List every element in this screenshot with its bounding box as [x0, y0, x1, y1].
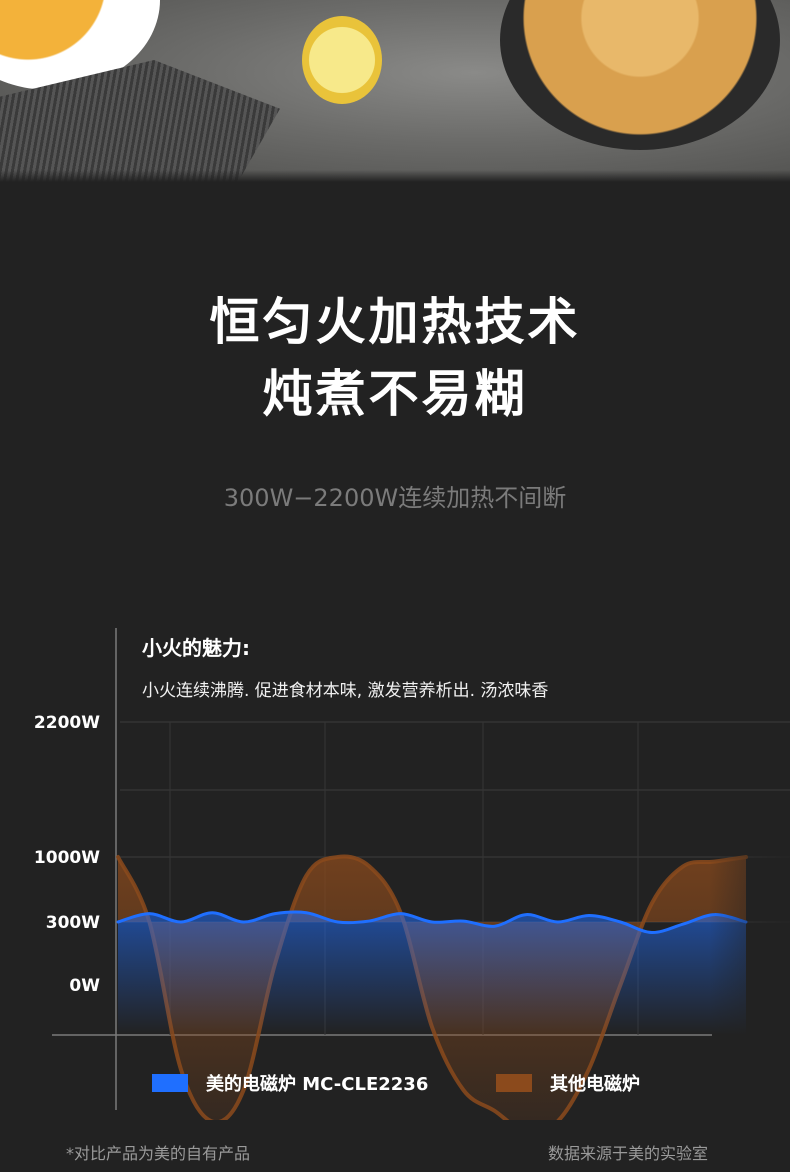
lemon-slice-icon — [302, 16, 382, 104]
legend-item-midea: 美的电磁炉 MC-CLE2236 — [152, 1070, 428, 1096]
y-tick-label: 300W — [46, 913, 100, 933]
y-axis-ticks: 2200W 1000W 300W 0W — [34, 713, 100, 996]
y-tick-label: 1000W — [34, 848, 100, 868]
squid-dish-plate-icon — [500, 0, 780, 150]
power-comparison-chart: 2200W 1000W 300W 0W — [34, 628, 790, 1120]
legend-item-other: 其他电磁炉 — [496, 1070, 640, 1096]
headline-line-2: 炖煮不易糊 — [262, 365, 528, 423]
headline-line-1: 恒匀火加热技术 — [209, 293, 581, 351]
chart-title: 小火的魅力: — [142, 636, 250, 660]
footnote-source: 数据来源于美的实验室 — [548, 1144, 709, 1163]
photo-fade — [0, 170, 790, 182]
edge-fade — [118, 820, 790, 1060]
power-range-subline: 300W−2200W连续加热不间断 — [223, 484, 567, 512]
hero-food-photo — [0, 0, 790, 182]
chart-subtitle: 小火连续沸腾. 促进食材本味, 激发营养析出. 汤浓味香 — [142, 681, 549, 701]
y-tick-label: 0W — [69, 976, 100, 996]
footnote-comparison: *对比产品为美的自有产品 — [66, 1144, 251, 1163]
legend-swatch-midea — [152, 1074, 188, 1092]
y-tick-label: 2200W — [34, 713, 100, 733]
legend-label-midea: 美的电磁炉 MC-CLE2236 — [206, 1074, 429, 1095]
series-layer — [116, 820, 790, 1120]
legend-swatch-other — [496, 1074, 532, 1092]
legend-label-other: 其他电磁炉 — [550, 1074, 640, 1095]
